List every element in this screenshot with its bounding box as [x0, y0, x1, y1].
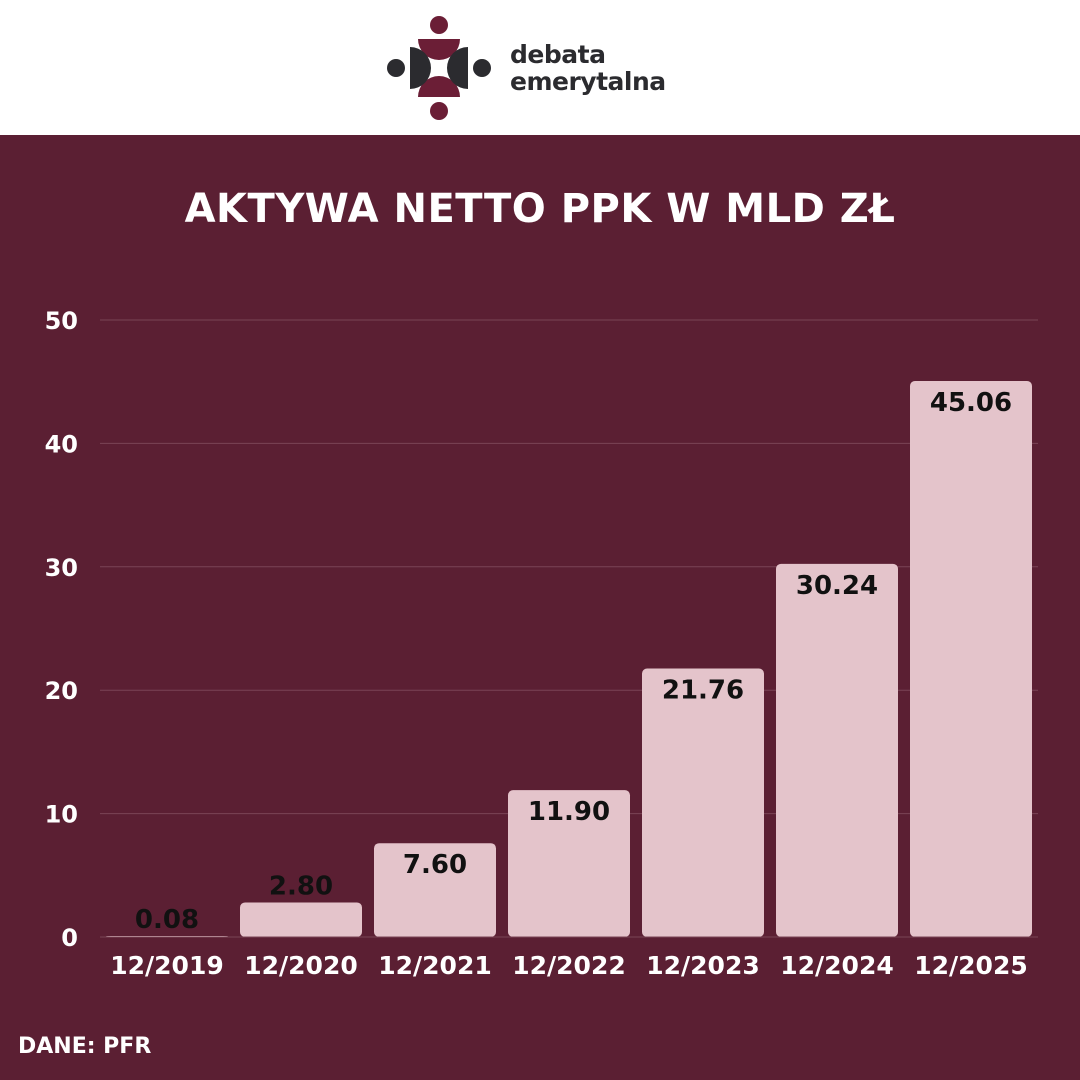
y-tick-label: 10 — [45, 801, 78, 829]
bar — [374, 843, 496, 937]
data-label: 11.90 — [528, 797, 610, 827]
y-tick-label: 20 — [45, 677, 78, 705]
x-tick-label: 12/2020 — [244, 951, 358, 980]
bar — [776, 563, 898, 937]
data-label: 2.80 — [269, 871, 333, 901]
brand-name-line1: debata — [510, 40, 606, 69]
chart-title: AKTYWA NETTO PPK W MLD ZŁ — [184, 186, 896, 232]
bar — [508, 790, 630, 937]
brand-logo[interactable]: debata emerytalna — [386, 14, 696, 122]
x-tick-label: 12/2024 — [780, 951, 894, 980]
data-label: 30.24 — [796, 571, 878, 601]
header-bar: debata emerytalna — [0, 0, 1080, 135]
y-tick-label: 50 — [45, 307, 78, 335]
y-tick-label: 0 — [61, 924, 78, 952]
data-source-note: DANE: PFR — [18, 1034, 152, 1059]
data-label: 45.06 — [930, 388, 1012, 418]
bar — [910, 380, 1032, 937]
x-tick-label: 12/2021 — [378, 951, 492, 980]
y-tick-label: 30 — [45, 554, 78, 582]
data-label: 0.08 — [135, 905, 199, 935]
y-tick-label: 40 — [45, 430, 78, 458]
logo-mark-icon — [387, 16, 491, 120]
x-tick-label: 12/2019 — [110, 951, 224, 980]
brand-name: debata emerytalna — [510, 41, 666, 95]
x-tick-label: 12/2022 — [512, 951, 626, 980]
x-tick-label: 12/2023 — [646, 951, 760, 980]
bar — [642, 668, 764, 937]
bar — [240, 902, 362, 937]
brand-name-line2: emerytalna — [510, 67, 666, 96]
x-tick-label: 12/2025 — [914, 951, 1028, 980]
data-label: 21.76 — [662, 675, 744, 705]
data-label: 7.60 — [403, 850, 467, 880]
